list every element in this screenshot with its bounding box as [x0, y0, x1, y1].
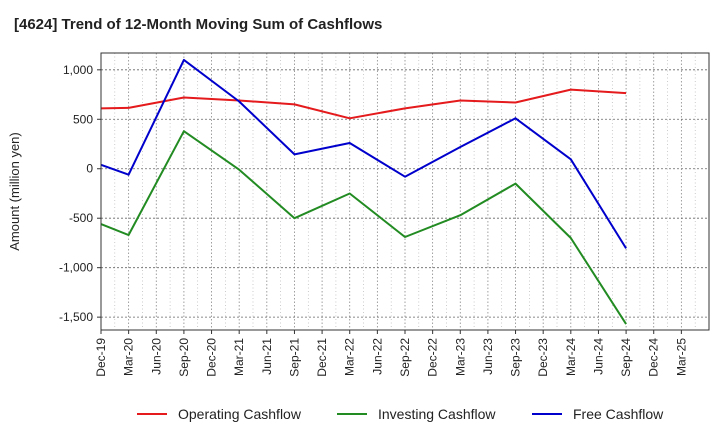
x-tick-label: Sep-20: [177, 338, 191, 377]
x-tick-label: Sep-24: [619, 338, 633, 377]
x-tick-label: Mar-25: [674, 338, 688, 376]
x-tick-label: Dec-23: [536, 338, 550, 377]
x-tick-label: Mar-20: [122, 338, 136, 376]
y-tick-labels: 1,000 500 0 -500 -1,000 -1,500: [59, 63, 101, 324]
x-tick-label: Jun-20: [149, 338, 163, 375]
x-tick-label: Dec-22: [426, 338, 440, 377]
y-tick-label: -1,500: [59, 310, 93, 324]
x-tick-label: Sep-23: [509, 338, 523, 377]
x-tick-label: Dec-24: [647, 338, 661, 377]
legend: Operating Cashflow Investing Cashflow Free…: [137, 406, 664, 422]
y-tick-label: -1,000: [59, 261, 93, 275]
x-tick-label: Dec-21: [315, 338, 329, 377]
chart-title: [4624] Trend of 12-Month Moving Sum of C…: [14, 16, 383, 33]
y-tick-label: 1,000: [63, 63, 93, 77]
legend-label: Operating Cashflow: [178, 406, 302, 422]
legend-item: Operating Cashflow: [137, 406, 302, 422]
x-tick-label: Jun-22: [370, 338, 384, 375]
grid-lines: [101, 53, 709, 330]
x-tick-label: Dec-19: [94, 338, 108, 377]
x-tick-label: Mar-24: [564, 338, 578, 376]
legend-item: Free Cashflow: [532, 406, 664, 422]
series-lines: [100, 58, 627, 325]
series-line-free-cashflow: [100, 58, 627, 249]
legend-label: Investing Cashflow: [378, 406, 496, 422]
legend-label: Free Cashflow: [573, 406, 664, 422]
x-tick-label: Jun-23: [481, 338, 495, 375]
x-tick-label: Mar-23: [453, 338, 467, 376]
y-tick-label: 500: [73, 112, 93, 126]
x-tick-label: Sep-21: [287, 338, 301, 377]
y-tick-label: 0: [86, 162, 93, 176]
x-tick-label: Mar-21: [232, 338, 246, 376]
x-tick-label: Jun-21: [260, 338, 274, 375]
x-tick-label: Mar-22: [343, 338, 357, 376]
x-tick-labels: Dec-19 Mar-20 Jun-20 Sep-20 Dec-20 Mar-21 Jun-…: [94, 330, 688, 377]
y-axis-title: Amount (million yen): [7, 132, 22, 251]
y-tick-label: -500: [69, 211, 93, 225]
legend-item: Investing Cashflow: [337, 406, 496, 422]
x-tick-label: Jun-24: [591, 338, 605, 375]
series-line-investing-cashflow: [100, 130, 627, 325]
series-line-operating-cashflow: [100, 88, 627, 120]
x-tick-label: Sep-22: [398, 338, 412, 377]
x-tick-label: Dec-20: [205, 338, 219, 377]
